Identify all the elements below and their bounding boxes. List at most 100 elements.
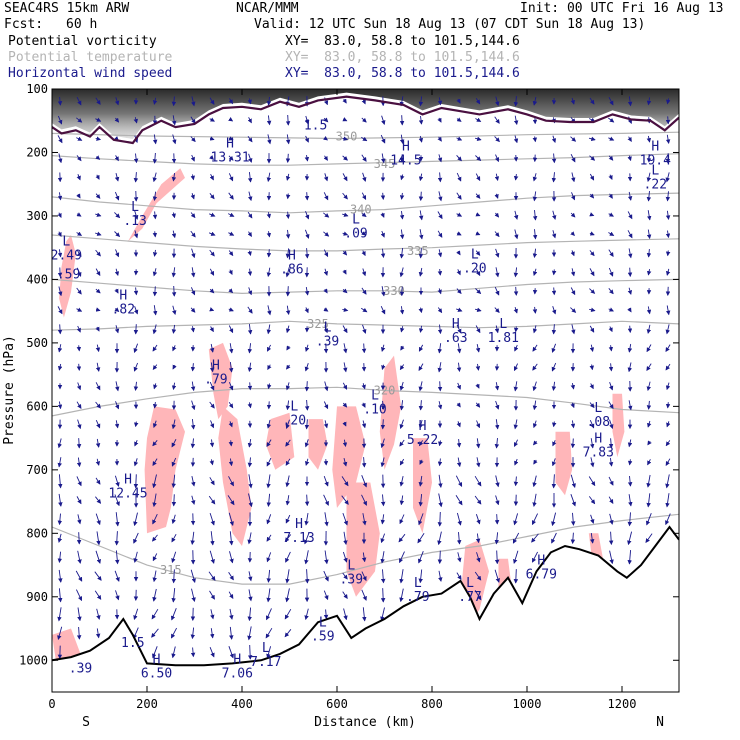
wind-vector (418, 419, 424, 429)
wind-vector (418, 381, 423, 392)
wind-vector (266, 646, 272, 659)
wind-vector (247, 287, 253, 296)
extremum-value: 14.5 (390, 154, 421, 169)
wind-vector (190, 363, 196, 372)
wind-vector (437, 117, 442, 123)
wind-vector (285, 267, 290, 278)
extremum-value: 19.4 (640, 154, 671, 169)
wind-vector (418, 363, 424, 372)
wind-vector (513, 210, 519, 220)
wind-vector (209, 381, 215, 391)
wind-vector (77, 607, 82, 622)
wind-vector (475, 325, 481, 334)
wind-vector (229, 531, 234, 546)
wind-vector (95, 174, 100, 180)
wind-vector (380, 286, 386, 297)
wind-vector (285, 248, 291, 259)
wind-vector (513, 267, 519, 278)
wind-vector (494, 212, 500, 218)
forecast-value: 60 h (66, 17, 98, 32)
wind-vector (152, 440, 158, 447)
wind-vector (285, 173, 291, 181)
wind-vector (171, 419, 177, 430)
pv-contour-line (52, 95, 679, 145)
wind-vector (323, 475, 329, 487)
wind-vector (627, 459, 633, 466)
wind-vector (437, 343, 443, 354)
wind-vector (228, 173, 234, 182)
extremum-value: .39 (340, 572, 363, 587)
wind-vector (76, 532, 82, 545)
wind-vector (646, 363, 652, 372)
wind-vector (76, 626, 82, 640)
wind-vector (646, 324, 652, 334)
wind-vector (456, 117, 462, 122)
wind-vector (209, 550, 215, 564)
wind-vector (114, 191, 120, 201)
wind-vector (152, 553, 158, 562)
extremum-value: .20 (463, 261, 486, 276)
wind-vector (380, 230, 385, 238)
wind-vector (647, 459, 652, 466)
forecast-label: Fcst: (4, 17, 44, 32)
y-tick-label: 800 (26, 526, 48, 540)
wind-vector (284, 534, 292, 543)
wind-vector (114, 288, 119, 294)
wind-vector (304, 192, 310, 201)
wind-vector (152, 646, 158, 659)
wind-vector (248, 493, 253, 508)
wind-vector (570, 153, 576, 163)
wind-vector (608, 363, 614, 372)
wind-vector (475, 344, 481, 353)
wind-vector (494, 419, 500, 430)
wind-vector (399, 211, 405, 220)
pv-shaded-region (128, 168, 185, 242)
wind-vector (475, 268, 481, 277)
wind-vector (361, 552, 367, 563)
wind-vector (608, 476, 614, 486)
wind-vector (209, 512, 215, 526)
wind-vector (419, 440, 424, 447)
wind-vector (589, 325, 595, 333)
wind-vector (209, 401, 215, 409)
wind-vector (494, 550, 500, 565)
wind-vector (532, 363, 538, 371)
wind-vector (209, 628, 215, 639)
wind-vector (172, 364, 177, 370)
wind-vector (532, 381, 537, 392)
wind-vector (476, 457, 481, 468)
wind-vector (57, 306, 63, 315)
wind-vector (513, 326, 519, 333)
extremum-type: L (466, 576, 474, 591)
wind-vector (570, 231, 575, 237)
wind-vector (152, 402, 158, 409)
wind-vector (190, 267, 196, 278)
wind-vector (532, 420, 538, 429)
x-tick-label: 200 (136, 697, 158, 711)
wind-vector (533, 459, 538, 465)
wind-vector (228, 325, 234, 334)
wind-vector (170, 608, 177, 621)
wind-vector (456, 382, 461, 390)
x-tick-label: 1200 (608, 697, 637, 711)
plot-frame (51, 88, 680, 693)
wind-vector (437, 136, 442, 142)
wind-vector (171, 324, 177, 334)
wind-vector (210, 609, 215, 620)
wind-vector (191, 495, 196, 505)
wind-vector (304, 381, 310, 392)
wind-vector (342, 572, 348, 580)
wind-vector (665, 363, 671, 371)
wind-vector (76, 457, 82, 468)
wind-vector (57, 344, 63, 353)
wind-vector (551, 306, 557, 315)
terrain-line (52, 525, 679, 667)
wind-vector (342, 288, 348, 294)
wind-vector (171, 382, 177, 391)
wind-vector (305, 211, 310, 220)
wind-vector (323, 192, 329, 201)
wind-vector (398, 533, 406, 543)
wind-vector (285, 305, 291, 316)
wind-vector (361, 494, 367, 506)
wind-vector (456, 532, 462, 545)
